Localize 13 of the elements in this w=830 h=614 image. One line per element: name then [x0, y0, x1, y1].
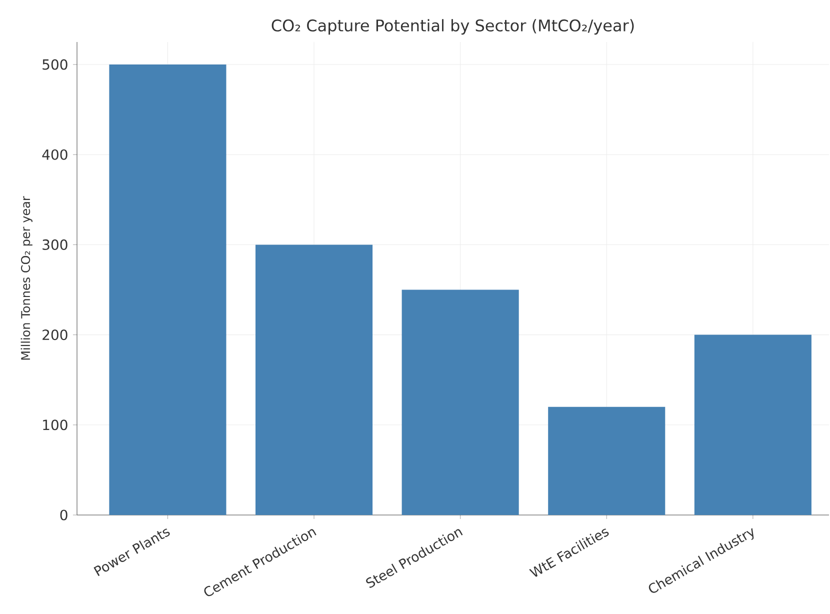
y-tick-label: 200 — [42, 330, 68, 340]
y-tick-label: 400 — [42, 149, 68, 160]
bar — [109, 64, 226, 515]
y-tick-label: 300 — [42, 239, 68, 250]
y-tick-label: 0 — [60, 510, 68, 520]
bar — [255, 244, 373, 515]
chart-title: CO₂ Capture Potential by Sector (MtCO₂/year) — [272, 19, 634, 35]
y-tick-label: 100 — [43, 420, 68, 430]
bar — [548, 406, 666, 515]
y-tick-label: 500 — [42, 59, 68, 70]
bar — [694, 334, 812, 515]
y-axis-title: Million Tonnes CO₂ per year — [20, 196, 32, 360]
bar — [402, 290, 519, 515]
